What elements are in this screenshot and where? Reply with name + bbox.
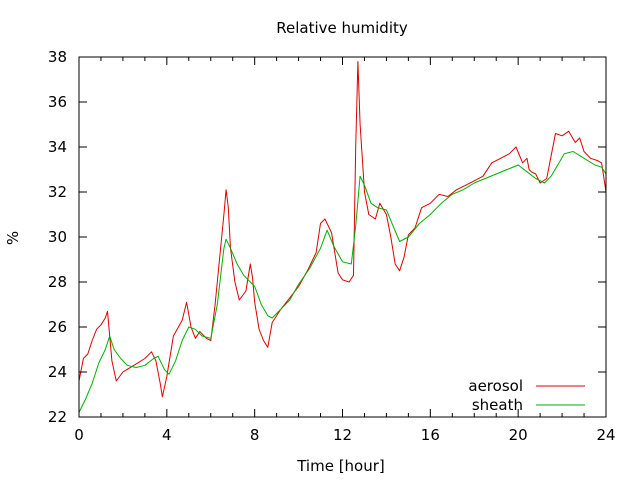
x-axis-label: Time [hour] — [296, 457, 385, 475]
x-tick-label: 16 — [421, 426, 440, 444]
plot-frame — [78, 56, 607, 418]
y-tick-label: 28 — [48, 273, 67, 291]
x-tick-label: 4 — [162, 426, 172, 444]
chart-title: Relative humidity — [276, 19, 408, 37]
y-tick-label: 38 — [48, 48, 67, 66]
y-axis-label: % — [4, 231, 22, 245]
y-tick-label: 32 — [48, 183, 67, 201]
legend-label-sheath: sheath — [472, 396, 523, 414]
series-line-sheath — [78, 151, 607, 413]
series-layer — [78, 61, 607, 413]
y-tick-label: 36 — [48, 93, 67, 111]
y-tick-label: 22 — [48, 408, 67, 426]
x-tick-label: 0 — [74, 426, 84, 444]
y-tick-label: 24 — [48, 363, 67, 381]
y-tick-label: 30 — [48, 228, 67, 246]
y-tick-label: 34 — [48, 138, 67, 156]
y-tick-label: 26 — [48, 318, 67, 336]
tick-layer: 0 4 8 12 16 20 24 22 24 26 28 30 32 34 36 38 — [48, 48, 616, 444]
x-tick-label: 12 — [333, 426, 352, 444]
x-tick-label: 24 — [596, 426, 615, 444]
legend: aerosol sheath — [468, 377, 585, 414]
legend-label-aerosol: aerosol — [468, 377, 523, 395]
x-tick-label: 20 — [509, 426, 528, 444]
series-line-aerosol — [78, 61, 607, 398]
x-tick-label: 8 — [250, 426, 260, 444]
